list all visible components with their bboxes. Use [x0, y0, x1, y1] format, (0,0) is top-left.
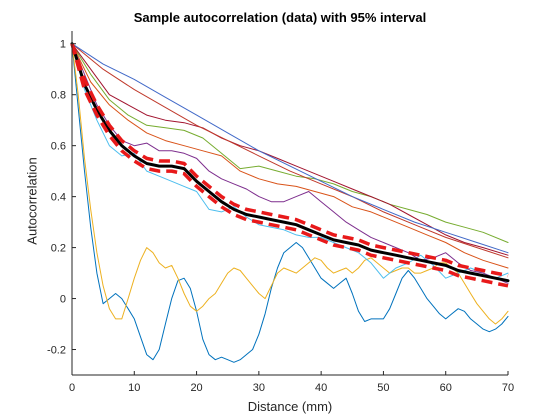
y-tick-label: 0.6 — [51, 141, 66, 153]
sample-series-line-0 — [71, 43, 509, 363]
x-axis-label: Distance (mm) — [247, 399, 333, 414]
sample-series-line-6 — [71, 43, 509, 256]
x-tick: 70 — [502, 371, 514, 394]
y-tick-label: 0.8 — [51, 90, 66, 102]
x-tick: 40 — [315, 371, 327, 394]
x-tick-label: 0 — [69, 382, 75, 394]
sample-series-line-8 — [71, 43, 509, 254]
y-tick-label: 1 — [60, 39, 66, 51]
y-tick: 1 — [60, 39, 76, 51]
x-tick-label: 60 — [440, 382, 452, 394]
sample-series-line-4 — [71, 43, 509, 243]
sample-series-line-5 — [71, 43, 509, 269]
x-tick-label: 40 — [315, 382, 327, 394]
sample-series-line-7 — [71, 43, 509, 259]
x-tick: 20 — [190, 371, 203, 394]
y-tick: 0.6 — [51, 141, 76, 153]
y-tick: 0.2 — [51, 243, 76, 255]
y-tick-label: 0.4 — [51, 192, 66, 204]
x-tick: 0 — [69, 371, 75, 394]
x-tick: 30 — [253, 371, 265, 394]
y-tick: 0.8 — [51, 90, 76, 102]
y-tick-label: 0 — [60, 294, 66, 306]
sample-series-line-1 — [71, 43, 509, 325]
x-tick-label: 70 — [502, 382, 514, 394]
x-tick: 50 — [377, 371, 390, 394]
x-tick-label: 30 — [253, 382, 265, 394]
y-tick: -0.2 — [47, 345, 76, 357]
y-tick: 0.4 — [51, 192, 76, 204]
confidence-interval-line-11 — [70, 43, 509, 288]
series-layer — [70, 42, 510, 363]
mean-autocorrelation-line — [70, 42, 510, 283]
x-tick: 60 — [440, 371, 452, 394]
axes-layer: 0 10 20 30 40 50 60 70 -0.2 0 0.2 0.4 0.6 0.8 1 — [47, 31, 514, 394]
x-tick-label: 10 — [128, 382, 140, 394]
x-tick: 10 — [128, 371, 140, 394]
y-tick-label: -0.2 — [47, 345, 66, 357]
y-tick-label: 0.2 — [51, 243, 66, 255]
confidence-interval-line-10 — [70, 43, 509, 278]
x-tick-label: 20 — [190, 382, 202, 394]
chart-title: Sample autocorrelation (data) with 95% i… — [133, 10, 427, 25]
y-tick: 0 — [60, 294, 76, 306]
x-tick-label: 50 — [377, 382, 389, 394]
y-axis-label: Autocorrelation — [24, 157, 40, 245]
